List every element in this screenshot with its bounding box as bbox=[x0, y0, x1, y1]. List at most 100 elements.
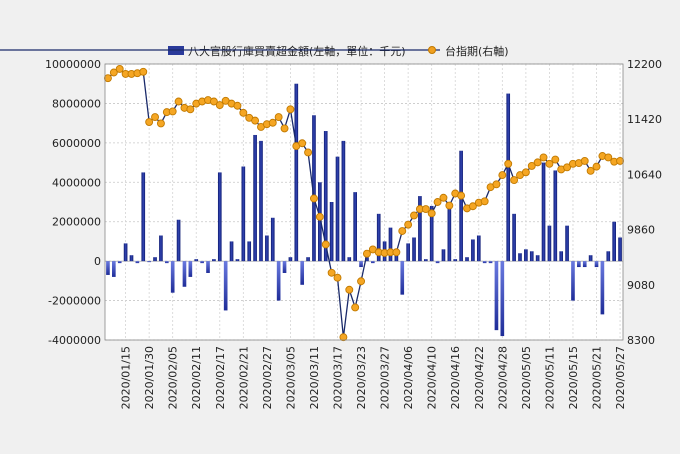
x-tick-label: 2020/03/05 bbox=[284, 346, 297, 409]
line-point bbox=[398, 227, 407, 235]
y-left-tick-label: 6000000 bbox=[52, 137, 101, 150]
x-tick-label: 2020/04/10 bbox=[426, 346, 439, 409]
line-point bbox=[286, 105, 295, 114]
y-left-tick-label: 4000000 bbox=[52, 176, 101, 189]
y-left-tick-label: 8000000 bbox=[52, 97, 101, 110]
bar bbox=[476, 235, 481, 262]
bar bbox=[512, 213, 516, 262]
line-point bbox=[268, 118, 277, 127]
x-tick-label: 2020/04/16 bbox=[449, 346, 462, 409]
bar bbox=[235, 259, 240, 262]
x-tick-label: 2020/03/27 bbox=[379, 346, 392, 409]
bar bbox=[465, 257, 469, 262]
bar bbox=[164, 261, 169, 264]
line-point bbox=[439, 193, 448, 202]
bar bbox=[206, 261, 210, 273]
x-tick-label: 2020/01/15 bbox=[120, 346, 133, 409]
bar bbox=[176, 219, 181, 262]
line-point bbox=[151, 113, 159, 122]
bar bbox=[223, 261, 228, 311]
bar bbox=[529, 251, 534, 262]
bar bbox=[500, 261, 505, 337]
bar bbox=[365, 257, 369, 262]
legend-line-label: 台指期(右軸) bbox=[445, 44, 509, 58]
line-point bbox=[145, 118, 154, 126]
bar bbox=[112, 261, 116, 277]
line-point bbox=[604, 153, 613, 162]
line-point bbox=[480, 197, 489, 206]
line-point bbox=[616, 157, 625, 165]
bar bbox=[253, 134, 257, 262]
line-point bbox=[251, 116, 260, 125]
y-right-tick-label: 11420 bbox=[627, 113, 662, 126]
bar bbox=[294, 83, 299, 262]
line-point bbox=[498, 171, 507, 180]
line-point bbox=[362, 249, 371, 258]
bar bbox=[135, 261, 140, 264]
bar bbox=[123, 243, 128, 262]
line-point bbox=[215, 101, 224, 109]
bar bbox=[270, 217, 275, 262]
bar bbox=[376, 213, 381, 262]
bar bbox=[506, 93, 511, 262]
line-point bbox=[239, 108, 248, 117]
line-point bbox=[492, 180, 501, 189]
line-point bbox=[457, 191, 466, 200]
y-left-tick-label: 10000000 bbox=[45, 58, 101, 71]
line-point bbox=[115, 65, 124, 73]
x-tick-label: 2020/03/23 bbox=[355, 346, 368, 409]
bar bbox=[553, 170, 558, 262]
bar bbox=[306, 257, 310, 262]
bar bbox=[265, 235, 269, 262]
x-tick-label: 2020/04/06 bbox=[402, 346, 415, 409]
bar bbox=[488, 261, 493, 264]
bar bbox=[335, 156, 340, 262]
bar bbox=[141, 172, 146, 262]
line-point bbox=[139, 67, 148, 76]
line-point bbox=[156, 119, 165, 128]
bar bbox=[259, 140, 263, 262]
bar bbox=[117, 261, 122, 264]
bar bbox=[541, 162, 546, 262]
line-point bbox=[233, 101, 242, 110]
bar bbox=[594, 261, 599, 268]
line-point bbox=[521, 168, 530, 177]
bar bbox=[347, 257, 352, 262]
line-point bbox=[351, 303, 360, 312]
bar bbox=[170, 261, 175, 293]
line-point bbox=[327, 268, 336, 277]
line-point bbox=[433, 198, 442, 206]
line-point bbox=[427, 209, 436, 218]
bar bbox=[482, 261, 487, 264]
bar bbox=[494, 261, 499, 331]
line-point bbox=[315, 212, 324, 221]
line-point bbox=[545, 159, 554, 168]
x-tick-label: 2020/05/05 bbox=[520, 346, 533, 409]
y-left-tick-label: 0 bbox=[94, 255, 101, 268]
x-tick-label: 2020/05/21 bbox=[591, 346, 604, 409]
bar bbox=[406, 243, 410, 262]
x-tick-label: 2020/02/27 bbox=[261, 346, 274, 409]
line-point bbox=[186, 105, 195, 114]
legend-line-marker bbox=[428, 46, 436, 54]
bar bbox=[241, 166, 246, 262]
x-tick-label: 2020/02/05 bbox=[167, 346, 180, 409]
bar bbox=[229, 241, 234, 262]
y-right-tick-label: 9860 bbox=[627, 224, 655, 237]
bar bbox=[412, 237, 416, 262]
bar bbox=[600, 261, 605, 315]
bar bbox=[588, 255, 593, 262]
bar bbox=[153, 257, 157, 262]
x-tick-label: 2020/03/11 bbox=[308, 346, 321, 409]
x-tick-label: 2020/03/17 bbox=[332, 346, 345, 409]
line-point bbox=[174, 97, 183, 106]
line-point bbox=[103, 74, 112, 83]
bar bbox=[371, 261, 375, 264]
bar bbox=[547, 225, 552, 262]
bar bbox=[194, 259, 199, 262]
bar bbox=[400, 261, 405, 295]
line-point bbox=[345, 285, 354, 294]
bar bbox=[606, 251, 611, 262]
x-tick-label: 2020/05/15 bbox=[567, 346, 580, 409]
